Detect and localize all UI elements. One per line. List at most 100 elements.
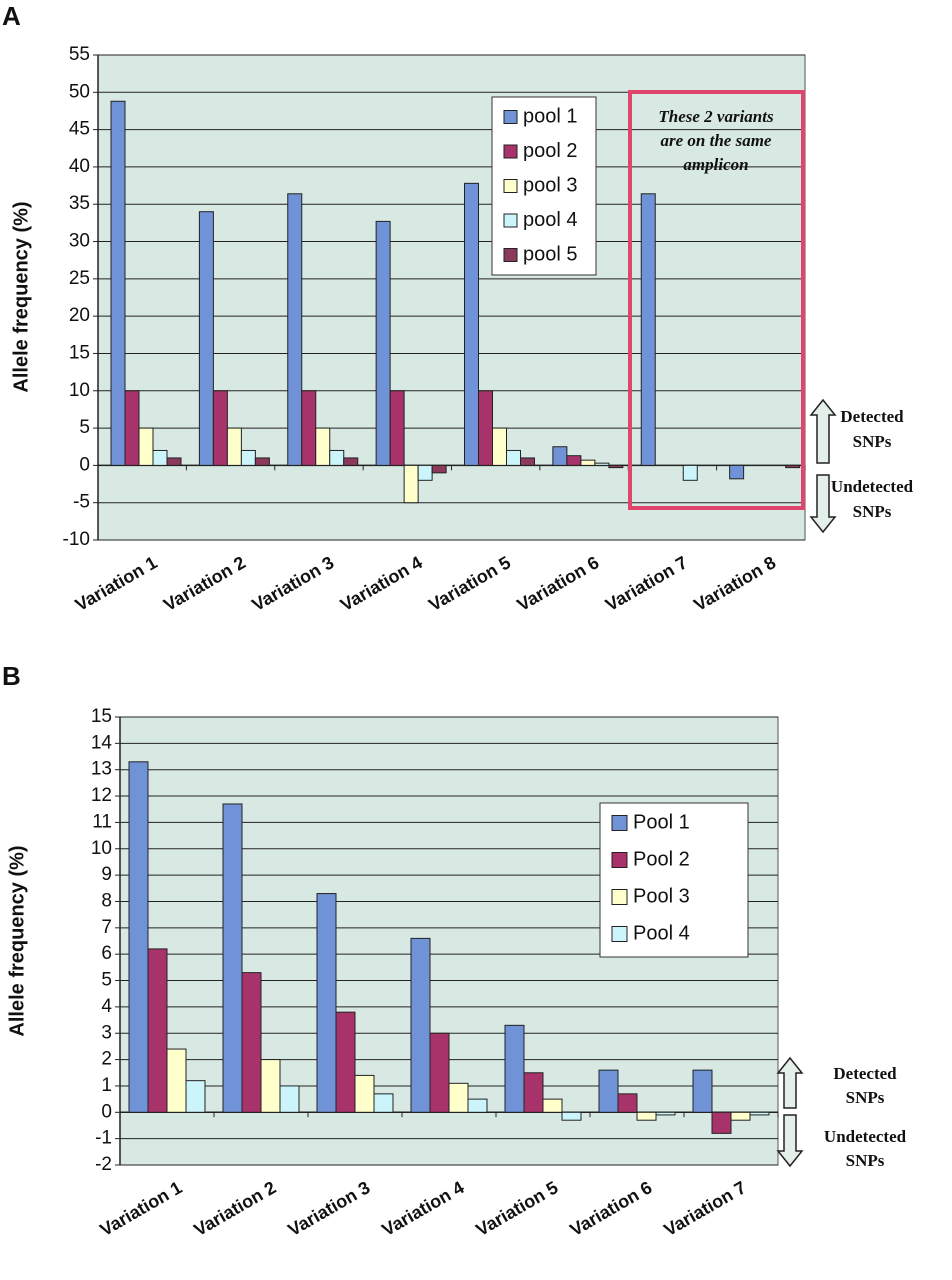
y-tick-label: 50 <box>69 81 90 102</box>
bar <box>730 1111 751 1121</box>
undetected-label: SNPs <box>846 1151 885 1170</box>
bar <box>580 459 596 466</box>
y-tick-label: 2 <box>101 1049 112 1070</box>
highlight-box <box>628 90 805 510</box>
bar <box>260 1059 281 1113</box>
legend-label: Pool 2 <box>633 848 690 870</box>
bar <box>152 449 168 466</box>
x-tick-label: Variation 4 <box>337 552 426 615</box>
bar <box>729 464 745 480</box>
bar <box>375 220 391 466</box>
bar <box>185 1080 206 1113</box>
panel-label: A <box>2 1 21 31</box>
y-tick-label: 40 <box>69 156 90 177</box>
bar <box>711 1111 732 1134</box>
x-tick-label: Variation 7 <box>602 552 691 615</box>
bar <box>692 1069 713 1113</box>
bar <box>147 948 168 1113</box>
y-tick-label: 30 <box>69 231 90 252</box>
bar <box>520 457 535 466</box>
bar <box>617 1093 638 1113</box>
legend-swatch <box>503 248 518 262</box>
y-tick-label: 7 <box>101 917 112 938</box>
bar <box>373 1093 394 1113</box>
annotation: are on the same <box>661 131 772 150</box>
legend-label: pool 5 <box>523 243 578 265</box>
bar <box>448 1082 469 1113</box>
y-tick-label: 5 <box>79 417 90 438</box>
bar <box>110 100 126 466</box>
legend-label: pool 1 <box>523 105 578 127</box>
bar <box>279 1085 300 1113</box>
bar <box>287 193 303 466</box>
detected-label: SNPs <box>846 1088 885 1107</box>
legend-swatch <box>503 110 518 124</box>
bar <box>566 455 582 466</box>
bar <box>240 449 256 466</box>
bar <box>431 464 447 474</box>
bar <box>542 1098 563 1113</box>
bar <box>222 803 243 1113</box>
y-tick-label: -2 <box>95 1154 112 1175</box>
y-tick-label: 15 <box>69 342 90 363</box>
x-tick-label: Variation 2 <box>191 1177 280 1240</box>
bar <box>124 390 140 466</box>
y-tick-label: 1 <box>101 1075 112 1096</box>
bar <box>226 427 242 466</box>
bar <box>608 464 624 469</box>
y-tick-label: 10 <box>91 838 112 859</box>
legend-label: pool 3 <box>523 174 578 196</box>
y-tick-label: 55 <box>69 44 90 65</box>
bar <box>467 1098 488 1113</box>
bar <box>329 449 345 466</box>
legend-label: pool 4 <box>523 209 578 231</box>
bar <box>403 464 419 504</box>
bar <box>354 1074 375 1113</box>
panel-label: B <box>2 661 21 691</box>
x-tick-label: Variation 1 <box>72 552 161 615</box>
bar <box>316 893 337 1113</box>
bar <box>254 457 270 466</box>
legend-swatch <box>611 852 628 868</box>
down-arrow <box>809 474 837 534</box>
legend-swatch <box>503 213 518 228</box>
down-arrow <box>776 1114 804 1168</box>
y-tick-label: 9 <box>101 864 112 885</box>
annotation: These 2 variants <box>658 107 774 126</box>
x-tick-label: Variation 5 <box>425 552 514 615</box>
y-tick-label: -5 <box>73 492 90 513</box>
annotation: amplicon <box>683 155 748 174</box>
undetected-label: SNPs <box>853 502 892 521</box>
y-tick-label: 6 <box>101 943 112 964</box>
bar <box>640 193 656 466</box>
y-tick-label: -1 <box>95 1128 112 1149</box>
bar <box>561 1111 582 1121</box>
bar <box>785 464 801 469</box>
bar <box>552 446 568 466</box>
y-tick-label: 5 <box>101 970 112 991</box>
bar <box>429 1032 450 1113</box>
x-tick-label: Variation 4 <box>379 1177 468 1240</box>
bar <box>636 1111 657 1121</box>
y-tick-label: 25 <box>69 268 90 289</box>
legend-swatch <box>611 926 628 942</box>
x-tick-label: Variation 2 <box>160 552 249 615</box>
legend-swatch <box>611 889 628 905</box>
x-tick-label: Variation 7 <box>661 1177 750 1240</box>
x-tick-label: Variation 3 <box>285 1177 374 1240</box>
x-tick-label: Variation 6 <box>514 552 603 615</box>
x-tick-label: Variation 1 <box>97 1177 186 1240</box>
bar <box>389 390 405 466</box>
bar <box>128 761 149 1113</box>
y-axis-label: Allele frequency (%) <box>6 845 28 1036</box>
bar <box>749 1111 770 1116</box>
y-tick-label: 13 <box>91 759 112 780</box>
bar <box>478 390 493 466</box>
bar <box>166 457 182 466</box>
y-tick-label: 10 <box>69 380 90 401</box>
x-tick-label: Variation 5 <box>473 1177 562 1240</box>
up-arrow <box>809 398 837 464</box>
bar <box>315 427 331 466</box>
x-tick-label: Variation 3 <box>248 552 337 615</box>
